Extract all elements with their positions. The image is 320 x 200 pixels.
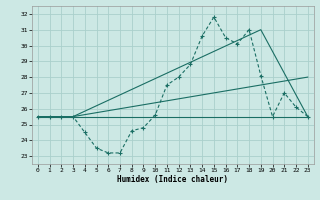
X-axis label: Humidex (Indice chaleur): Humidex (Indice chaleur) xyxy=(117,175,228,184)
